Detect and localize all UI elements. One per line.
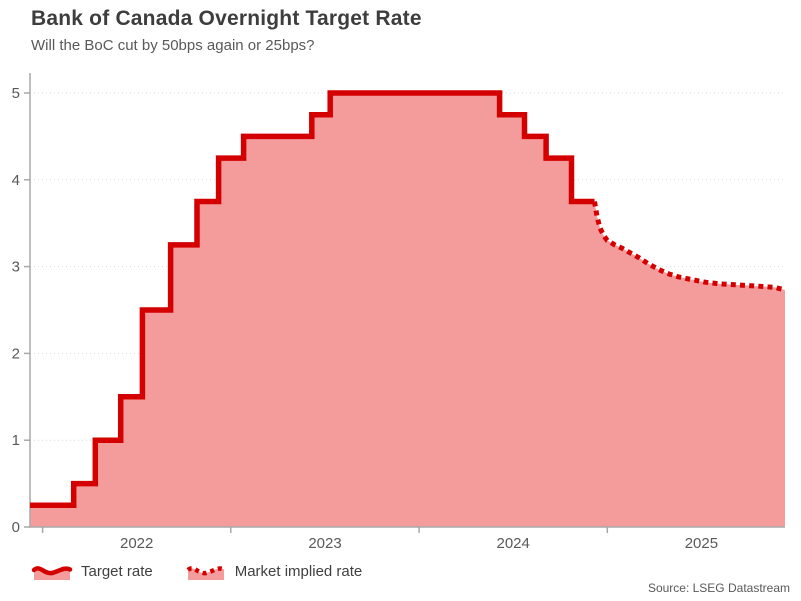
y-tick-label-5: 5	[12, 85, 20, 102]
x-tick-label-2025: 2025	[685, 535, 718, 552]
target-rate-legend-icon	[31, 566, 73, 580]
page-title: Bank of Canada Overnight Target Rate	[31, 7, 422, 30]
market-implied-line	[592, 201, 786, 293]
legend-label-market-implied-rate: Market implied rate	[234, 562, 363, 580]
legend-item-market-implied-rate: Market implied rate	[185, 561, 363, 581]
market-implied-area	[594, 201, 785, 527]
y-tick-label-4: 4	[12, 172, 20, 189]
y-tick-label-3: 3	[12, 259, 20, 276]
target-rate-line	[30, 90, 595, 509]
legend-label-target-rate: Target rate	[81, 562, 153, 580]
x-tick-label-2023: 2023	[308, 535, 341, 552]
y-tick-label-0: 0	[12, 519, 20, 536]
chart-legend: Target rate Market implied rate	[31, 558, 362, 584]
market-implied-rate-legend-icon	[186, 566, 225, 580]
legend-item-target-rate: Target rate	[31, 561, 153, 581]
y-tick-label-1: 1	[12, 432, 20, 449]
x-tick-label-2022: 2022	[120, 535, 153, 552]
y-tick-label-2: 2	[12, 345, 20, 362]
target-rate-area	[30, 93, 595, 527]
x-tick-label-2024: 2024	[497, 535, 530, 552]
source-attribution: Source: LSEG Datastream	[647, 581, 790, 595]
page-subtitle: Will the BoC cut by 50bps again or 25bps…	[31, 37, 315, 54]
